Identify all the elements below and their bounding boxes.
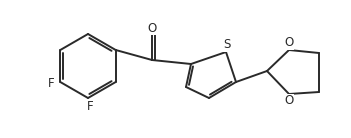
Text: O: O <box>284 95 294 108</box>
Text: O: O <box>147 22 157 34</box>
Text: F: F <box>48 78 55 91</box>
Text: O: O <box>284 36 294 50</box>
Text: S: S <box>223 39 231 51</box>
Text: F: F <box>87 100 93 113</box>
